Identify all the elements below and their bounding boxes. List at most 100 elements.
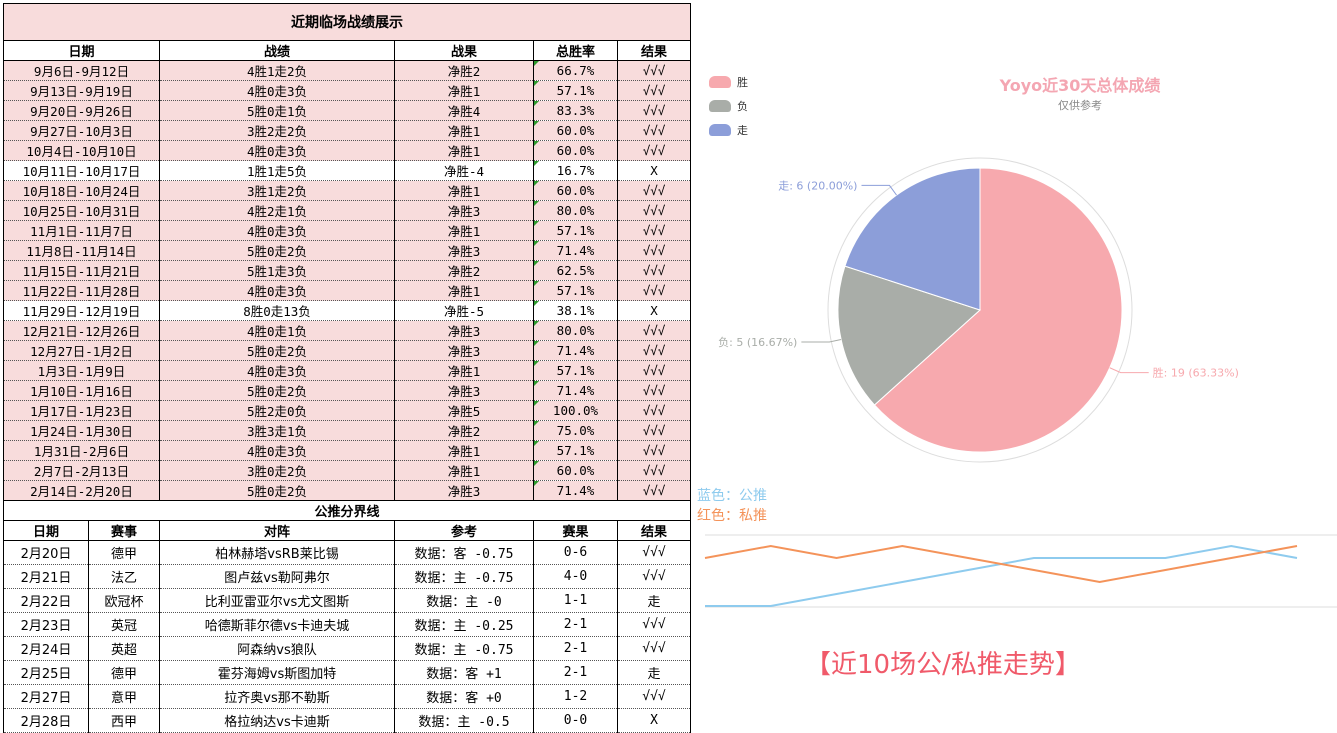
legend-label: 负 [737,100,748,113]
date-cell: 9月27日-10月3日 [3,120,160,141]
legend-swatch-icon [709,124,731,136]
result-cell: X [616,300,692,321]
reference-cell: 数据：客 +1 [394,660,534,685]
reference-cell: 数据：主 -0 [394,588,534,613]
weekly-record-table: 近期临场战绩展示 日期 战绩 战果 总胜率 结果 9月6日-9月12日 4胜1走2… [2,3,692,733]
result-cell: √√√ [616,340,692,361]
col-header-rate: 总胜率 [533,40,618,61]
table-row: 9月6日-9月12日 4胜1走2负 净胜2 66.7% √√√ [3,60,692,81]
table-row: 12月27日-1月2日 5胜0走2负 净胜3 71.4% √√√ [3,340,692,361]
left-panel: 近期临场战绩展示 日期 战绩 战果 总胜率 结果 9月6日-9月12日 4胜1走2… [2,3,692,733]
table-row: 11月15日-11月21日 5胜1走3负 净胜2 62.5% √√√ [3,260,692,281]
table-row: 2月14日-2月20日 5胜0走2负 净胜3 71.4% √√√ [3,480,692,501]
col-header-reference: 参考 [394,520,534,541]
rate-cell: 80.0% [533,320,618,341]
league-cell: 德甲 [88,660,160,685]
rate-cell: 100.0% [533,400,618,421]
table-row: 9月27日-10月3日 3胜2走2负 净胜1 60.0% √√√ [3,120,692,141]
net-cell: 净胜-5 [394,300,534,321]
result-cell: √√√ [616,540,692,565]
slice-label-line [1109,367,1149,374]
net-cell: 净胜1 [394,360,534,381]
record-cell: 3胜0走2负 [159,460,395,481]
date-cell: 10月25日-10月31日 [3,200,160,221]
date-cell: 11月29日-12月19日 [3,300,160,321]
date-cell: 2月20日 [3,540,89,565]
slice-label-line [801,339,842,343]
match-cell: 阿森纳vs狼队 [159,636,395,661]
table-row: 1月17日-1月23日 5胜2走0负 净胜5 100.0% √√√ [3,400,692,421]
net-cell: 净胜1 [394,180,534,201]
net-cell: 净胜1 [394,280,534,301]
pie-subtitle: 仅供参考 [1058,99,1102,112]
legend-item-win[interactable]: 胜 [709,70,748,94]
league-cell: 英冠 [88,612,160,637]
table-row: 11月29日-12月19日 8胜0走13负 净胜-5 38.1% X [3,300,692,321]
table-row: 2月24日 英超 阿森纳vs狼队 数据：主 -0.75 2-1 √√√ [3,636,692,661]
result-cell: √√√ [616,200,692,221]
col-header-record: 战绩 [159,40,395,61]
date-cell: 2月23日 [3,612,89,637]
date-cell: 11月22日-11月28日 [3,280,160,301]
pie-slice-win[interactable] [873,167,1123,453]
trend-line-chart [704,534,1337,608]
rate-cell: 62.5% [533,260,618,281]
result-cell: √√√ [616,440,692,461]
table-row: 11月1日-11月7日 4胜0走3负 净胜1 57.1% √√√ [3,220,692,241]
table-row: 2月23日 英冠 哈德斯菲尔德vs卡迪夫城 数据：主 -0.25 2-1 √√√ [3,612,692,637]
result-cell: √√√ [616,280,692,301]
net-cell: 净胜2 [394,260,534,281]
col-header-date: 日期 [3,520,89,541]
date-cell: 2月22日 [3,588,89,613]
result-cell: √√√ [616,400,692,421]
score-cell: 0-6 [533,540,618,565]
record-cell: 5胜1走3负 [159,260,395,281]
date-cell: 2月27日 [3,684,89,709]
net-cell: 净胜2 [394,420,534,441]
table-row: 10月11日-10月17日 1胜1走5负 净胜-4 16.7% X [3,160,692,181]
record-cell: 5胜0走2负 [159,340,395,361]
match-cell: 图卢兹vs勒阿弗尔 [159,564,395,589]
rate-cell: 57.1% [533,440,618,461]
col-header-date: 日期 [3,40,160,61]
slice-label-lose: 负: 5 (16.67%) [718,335,797,349]
rate-cell: 57.1% [533,80,618,101]
record-cell: 3胜1走2负 [159,180,395,201]
table-row: 10月25日-10月31日 4胜2走1负 净胜3 80.0% √√√ [3,200,692,221]
record-cell: 4胜0走1负 [159,320,395,341]
pie-slice-draw[interactable] [844,167,981,311]
net-cell: 净胜3 [394,240,534,261]
reference-cell: 数据：主 -0.75 [394,564,534,589]
league-cell: 法乙 [88,564,160,589]
record-cell: 4胜0走3负 [159,80,395,101]
date-cell: 12月21日-12月26日 [3,320,160,341]
pie-slice-lose[interactable] [837,265,981,406]
record-cell: 8胜0走13负 [159,300,395,321]
record-cell: 4胜0走3负 [159,220,395,241]
rate-cell: 80.0% [533,200,618,221]
rate-cell: 16.7% [533,160,618,181]
net-cell: 净胜3 [394,480,534,501]
result-cell: √√√ [616,636,692,661]
net-cell: 净胜1 [394,460,534,481]
score-cell: 1-1 [533,588,618,613]
record-cell: 3胜2走2负 [159,120,395,141]
table-row: 2月21日 法乙 图卢兹vs勒阿弗尔 数据：主 -0.75 4-0 √√√ [3,564,692,589]
rate-cell: 38.1% [533,300,618,321]
result-cell: √√√ [616,480,692,501]
date-cell: 11月1日-11月7日 [3,220,160,241]
table-row: 1月3日-1月9日 4胜0走3负 净胜1 57.1% √√√ [3,360,692,381]
rate-cell: 66.7% [533,60,618,81]
league-cell: 德甲 [88,540,160,565]
rate-cell: 60.0% [533,120,618,141]
legend-item-draw[interactable]: 走 [709,118,748,142]
table-row: 10月18日-10月24日 3胜1走2负 净胜1 60.0% √√√ [3,180,692,201]
trend-title: 【近10场公/私推走势】 [805,650,1081,680]
col-header-score: 赛果 [533,520,618,541]
record-cell: 5胜0走2负 [159,240,395,261]
result-cell: √√√ [616,360,692,381]
league-cell: 意甲 [88,684,160,709]
legend-item-lose[interactable]: 负 [709,94,748,118]
table-row: 2月22日 欧冠杯 比利亚雷亚尔vs尤文图斯 数据：主 -0 1-1 走 [3,588,692,613]
record-cell: 5胜0走2负 [159,380,395,401]
